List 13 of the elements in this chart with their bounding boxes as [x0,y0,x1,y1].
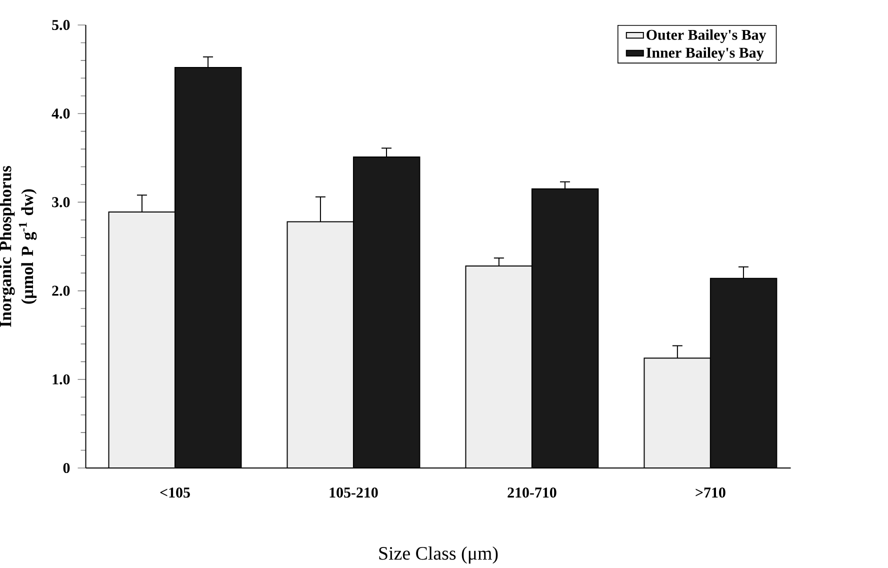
y-tick-label: 4.0 [52,108,70,119]
x-tick-label: 210-710 [508,488,556,498]
x-tick-label: >710 [696,488,726,498]
x-tick-label: <105 [160,488,190,498]
y-tick-label: 3.0 [52,197,70,208]
y-tick-label: 5.0 [52,20,70,30]
legend-label: Outer Bailey's Bay [646,29,766,43]
x-axis-title: Size Class (μm) [379,546,498,564]
x-tick-label: 105-210 [330,488,378,498]
legend-label: Inner Bailey's Bay [646,47,764,61]
y-tick-label: 0 [63,462,70,474]
y-tick-label: 2.0 [52,286,70,296]
y-tick-label: 1.0 [52,374,70,384]
